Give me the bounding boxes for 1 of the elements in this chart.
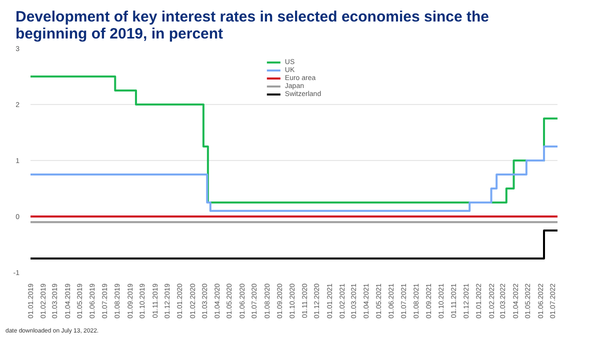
- chart-title: Development of key interest rates in selected economies since the beginning of 2019, in percent: [16, 8, 490, 42]
